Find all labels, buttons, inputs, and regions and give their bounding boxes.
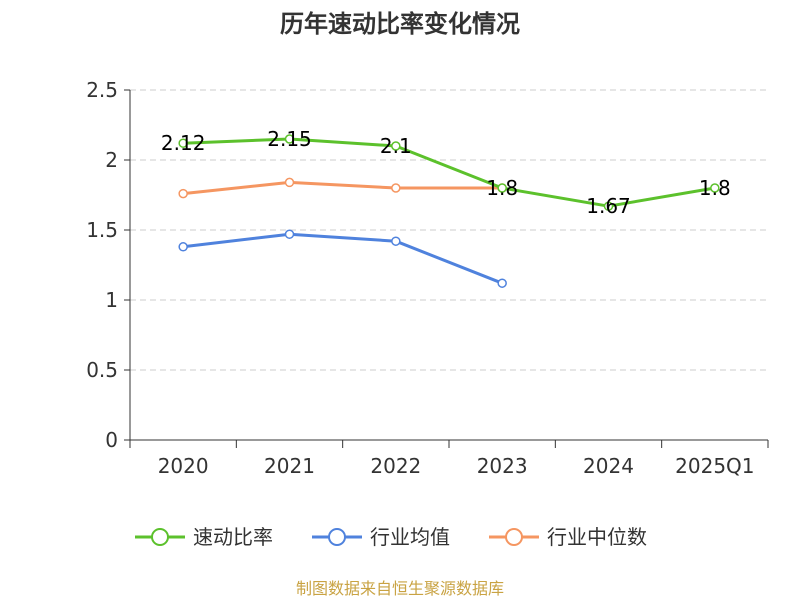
y-tick-label: 1.5 — [86, 218, 118, 242]
data-point[interactable] — [497, 183, 507, 193]
legend-marker-icon — [151, 528, 169, 546]
y-tick-label: 0.5 — [86, 358, 118, 382]
axes: 0 0.5 1 1.5 2 2.5 2020 2021 2022 2023 2024 2025Q1 — [86, 78, 769, 478]
y-tick-label: 1 — [105, 288, 118, 312]
legend-label: 行业均值 — [370, 525, 450, 549]
data-point[interactable] — [284, 177, 295, 188]
x-tick-label: 2025Q1 — [675, 454, 754, 478]
data-point[interactable] — [391, 141, 401, 151]
x-tick-label: 2020 — [158, 454, 209, 478]
legend-item[interactable]: 行业中位数 — [489, 525, 647, 549]
data-point[interactable] — [178, 138, 188, 148]
source-note: 制图数据来自恒生聚源数据库 — [296, 579, 504, 598]
data-point[interactable] — [178, 242, 188, 252]
data-label: 1.8 — [699, 176, 731, 200]
legend-label: 速动比率 — [193, 525, 273, 549]
data-point[interactable] — [497, 278, 507, 288]
data-point[interactable] — [710, 183, 720, 193]
y-tick-label: 2.5 — [86, 78, 118, 102]
series-line — [183, 137, 716, 208]
legend-item[interactable]: 速动比率 — [135, 525, 273, 549]
x-tick-label: 2024 — [583, 454, 634, 478]
data-label: 1.67 — [586, 194, 631, 218]
series-line — [182, 232, 503, 285]
y-tick-label: 2 — [105, 148, 118, 172]
y-tick-label: 0 — [105, 428, 118, 452]
data-point[interactable] — [284, 229, 295, 239]
series-line — [183, 180, 503, 196]
data-label: 2.12 — [161, 131, 206, 155]
series-layer — [178, 134, 720, 288]
data-point[interactable] — [391, 183, 401, 193]
data-point[interactable] — [178, 188, 188, 199]
chart-title: 历年速动比率变化情况 — [280, 10, 520, 38]
data-label: 1.8 — [486, 176, 518, 200]
data-point[interactable] — [391, 236, 401, 246]
x-tick-label: 2023 — [477, 454, 528, 478]
x-tick-label: 2022 — [370, 454, 421, 478]
data-label: 2.1 — [380, 134, 412, 158]
legend-item[interactable]: 行业均值 — [312, 525, 450, 549]
data-labels: 2.12 2.15 2.1 1.8 1.67 1.8 — [161, 127, 731, 218]
legend-marker-icon — [505, 528, 523, 546]
data-point[interactable] — [284, 134, 295, 144]
legend[interactable]: 速动比率 行业均值 行业中位数 — [135, 525, 647, 549]
x-tick-label: 2021 — [264, 454, 315, 478]
legend-marker-icon — [328, 528, 346, 546]
legend-label: 行业中位数 — [547, 525, 647, 549]
data-label: 2.15 — [267, 127, 312, 151]
grid — [130, 89, 768, 371]
data-point[interactable] — [603, 201, 614, 211]
